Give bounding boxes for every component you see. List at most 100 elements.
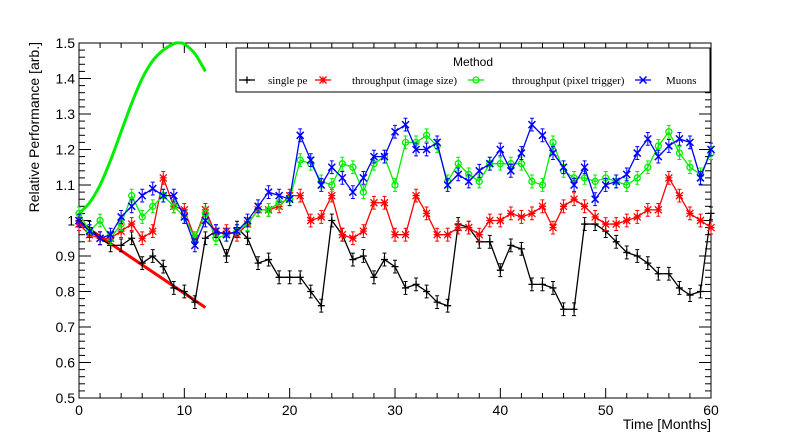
data-point — [443, 230, 452, 239]
data-point — [264, 206, 273, 214]
data-point — [191, 298, 199, 306]
data-point — [633, 149, 642, 158]
data-point — [622, 216, 631, 225]
data-point — [496, 266, 504, 274]
error-bar — [593, 174, 598, 189]
data-point — [664, 173, 673, 182]
series-muons — [74, 117, 716, 253]
tick-labels: 0 10 20 30 40 50 60 0.5 0.6 0.7 0.8 0.9 1 1.1 1.2 1.3 1.… — [56, 35, 719, 418]
data-point — [138, 259, 146, 267]
data-point — [685, 138, 694, 147]
fit-line — [77, 41, 207, 215]
error-bar — [393, 178, 397, 192]
data-point — [106, 230, 115, 239]
data-point — [433, 298, 441, 306]
data-point — [654, 142, 662, 150]
data-point — [528, 177, 536, 186]
data-point — [423, 288, 431, 295]
data-point — [707, 209, 715, 217]
data-point — [170, 202, 178, 210]
data-point — [549, 138, 557, 147]
data-point — [348, 234, 357, 243]
data-point — [486, 238, 494, 246]
data-point — [675, 284, 683, 292]
data-point — [623, 248, 631, 256]
y-tick-label: 0.8 — [56, 284, 76, 300]
data-point — [391, 263, 399, 271]
data-point — [296, 131, 305, 140]
y-tick-label: 1.4 — [56, 71, 76, 87]
data-point — [475, 230, 484, 239]
data-point — [380, 152, 389, 161]
data-point — [422, 131, 431, 139]
data-point — [317, 212, 326, 221]
data-point — [675, 149, 684, 157]
data-point — [180, 212, 189, 221]
x-tick-label: 10 — [177, 402, 193, 418]
data-point — [349, 163, 357, 171]
data-point — [190, 241, 199, 250]
data-point — [401, 230, 410, 239]
error-bar — [540, 178, 545, 192]
data-point — [580, 202, 589, 211]
data-point — [264, 188, 273, 197]
data-point — [612, 238, 620, 246]
data-point — [275, 273, 283, 281]
data-point — [475, 166, 484, 175]
data-point — [359, 227, 368, 236]
legend-swatch-marker — [319, 76, 327, 84]
data-point — [654, 205, 663, 214]
data-point — [422, 209, 431, 218]
data-point — [559, 202, 568, 211]
data-point — [317, 180, 326, 190]
data-point — [138, 234, 147, 243]
data-point — [380, 198, 389, 207]
data-point — [622, 170, 631, 179]
data-point — [232, 227, 242, 236]
data-point — [412, 280, 420, 288]
data-point — [496, 160, 504, 168]
data-point — [686, 163, 694, 171]
error-bar — [635, 171, 640, 185]
data-point — [285, 195, 294, 204]
data-point — [570, 180, 579, 190]
data-point — [117, 212, 126, 221]
data-point — [506, 166, 515, 175]
data-point — [528, 280, 536, 288]
data-point — [117, 241, 125, 249]
data-point — [180, 205, 189, 214]
legend-entry: single pe — [239, 75, 308, 87]
data-point — [433, 230, 442, 239]
data-point — [496, 145, 505, 154]
data-point — [643, 205, 652, 214]
data-point — [380, 256, 388, 264]
error-bar — [403, 135, 408, 150]
legend-entry: throughput (pixel trigger) — [468, 75, 625, 87]
data-point — [538, 280, 546, 288]
data-point — [706, 145, 716, 154]
x-tick-label: 40 — [493, 402, 509, 418]
error-bar — [687, 160, 692, 175]
data-point — [560, 305, 568, 313]
error-bar — [529, 174, 534, 189]
data-point — [317, 302, 325, 310]
error-bar — [340, 156, 345, 171]
data-point — [201, 234, 209, 242]
x-axis-title: Time [Months] — [623, 416, 711, 432]
data-point — [391, 181, 399, 189]
data-point — [664, 141, 673, 150]
data-point — [654, 270, 662, 278]
data-point — [328, 181, 336, 189]
y-tick-label: 0.7 — [56, 319, 76, 335]
data-point — [338, 173, 347, 182]
data-point — [422, 145, 431, 154]
data-point — [485, 159, 494, 168]
data-point — [412, 191, 421, 200]
data-point — [538, 181, 547, 189]
data-point — [696, 173, 705, 182]
data-point — [128, 234, 136, 242]
data-point — [633, 212, 642, 221]
x-tick-label: 0 — [75, 402, 83, 418]
y-tick-label: 1.1 — [56, 177, 76, 193]
